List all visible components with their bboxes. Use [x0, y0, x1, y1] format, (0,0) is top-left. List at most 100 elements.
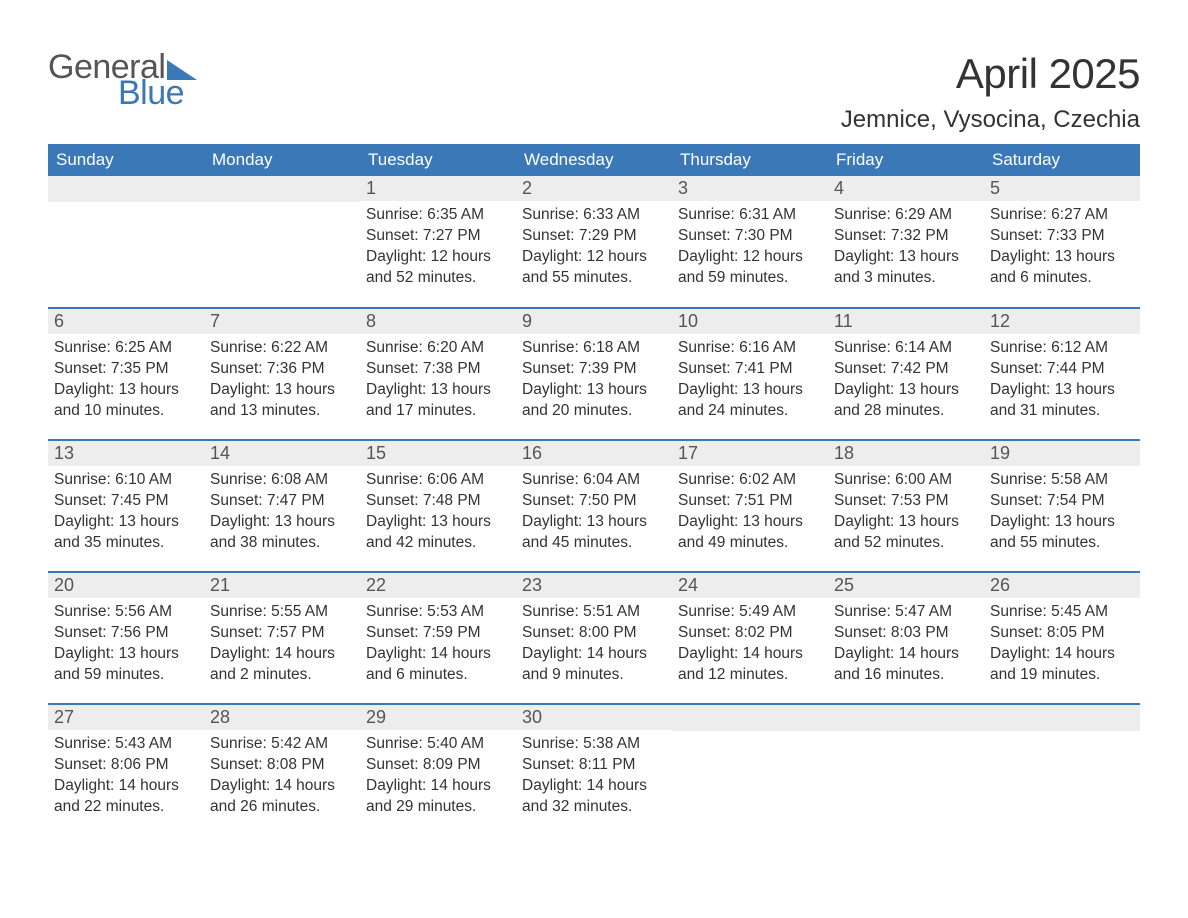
col-tuesday: Tuesday [360, 144, 516, 176]
sunrise-text: Sunrise: 5:53 AM [366, 602, 510, 623]
day-number: 9 [516, 309, 672, 334]
day-body: Sunrise: 5:40 AMSunset: 8:09 PMDaylight:… [360, 730, 516, 822]
day-cell [984, 704, 1140, 836]
daylight-text: Daylight: 13 hours and 52 minutes. [834, 512, 978, 554]
day-cell: 24Sunrise: 5:49 AMSunset: 8:02 PMDayligh… [672, 572, 828, 704]
day-number: 27 [48, 705, 204, 730]
sunrise-text: Sunrise: 6:35 AM [366, 205, 510, 226]
day-cell: 26Sunrise: 5:45 AMSunset: 8:05 PMDayligh… [984, 572, 1140, 704]
day-body: Sunrise: 5:49 AMSunset: 8:02 PMDaylight:… [672, 598, 828, 690]
day-cell: 23Sunrise: 5:51 AMSunset: 8:00 PMDayligh… [516, 572, 672, 704]
day-number: 13 [48, 441, 204, 466]
header: General Blue April 2025 Jemnice, Vysocin… [48, 50, 1140, 134]
daylight-text: Daylight: 14 hours and 2 minutes. [210, 644, 354, 686]
day-cell: 20Sunrise: 5:56 AMSunset: 7:56 PMDayligh… [48, 572, 204, 704]
sunset-text: Sunset: 8:00 PM [522, 623, 666, 644]
sunset-text: Sunset: 7:35 PM [54, 359, 198, 380]
daylight-text: Daylight: 13 hours and 35 minutes. [54, 512, 198, 554]
day-body: Sunrise: 6:29 AMSunset: 7:32 PMDaylight:… [828, 201, 984, 293]
day-body: Sunrise: 6:04 AMSunset: 7:50 PMDaylight:… [516, 466, 672, 558]
daylight-text: Daylight: 13 hours and 38 minutes. [210, 512, 354, 554]
sunrise-text: Sunrise: 6:08 AM [210, 470, 354, 491]
day-cell: 16Sunrise: 6:04 AMSunset: 7:50 PMDayligh… [516, 440, 672, 572]
sunrise-text: Sunrise: 6:02 AM [678, 470, 822, 491]
sunrise-text: Sunrise: 5:56 AM [54, 602, 198, 623]
daylight-text: Daylight: 13 hours and 49 minutes. [678, 512, 822, 554]
sunrise-text: Sunrise: 6:10 AM [54, 470, 198, 491]
calendar-table: Sunday Monday Tuesday Wednesday Thursday… [48, 144, 1140, 836]
day-body: Sunrise: 5:42 AMSunset: 8:08 PMDaylight:… [204, 730, 360, 822]
sunset-text: Sunset: 8:11 PM [522, 755, 666, 776]
day-number: 20 [48, 573, 204, 598]
day-number: 12 [984, 309, 1140, 334]
sunrise-text: Sunrise: 5:49 AM [678, 602, 822, 623]
day-number: 28 [204, 705, 360, 730]
week-row: 1Sunrise: 6:35 AMSunset: 7:27 PMDaylight… [48, 176, 1140, 308]
day-cell: 8Sunrise: 6:20 AMSunset: 7:38 PMDaylight… [360, 308, 516, 440]
day-number: 18 [828, 441, 984, 466]
sunset-text: Sunset: 7:47 PM [210, 491, 354, 512]
day-number: 8 [360, 309, 516, 334]
day-body: Sunrise: 6:08 AMSunset: 7:47 PMDaylight:… [204, 466, 360, 558]
sunrise-text: Sunrise: 6:27 AM [990, 205, 1134, 226]
sunset-text: Sunset: 7:39 PM [522, 359, 666, 380]
sunrise-text: Sunrise: 5:43 AM [54, 734, 198, 755]
sunrise-text: Sunrise: 6:31 AM [678, 205, 822, 226]
location: Jemnice, Vysocina, Czechia [841, 106, 1140, 134]
day-number: 2 [516, 176, 672, 201]
daylight-text: Daylight: 13 hours and 55 minutes. [990, 512, 1134, 554]
sunset-text: Sunset: 8:05 PM [990, 623, 1134, 644]
day-cell: 10Sunrise: 6:16 AMSunset: 7:41 PMDayligh… [672, 308, 828, 440]
sunrise-text: Sunrise: 5:42 AM [210, 734, 354, 755]
day-body: Sunrise: 6:06 AMSunset: 7:48 PMDaylight:… [360, 466, 516, 558]
day-body: Sunrise: 6:20 AMSunset: 7:38 PMDaylight:… [360, 334, 516, 426]
sunset-text: Sunset: 7:38 PM [366, 359, 510, 380]
day-cell [48, 176, 204, 308]
sunset-text: Sunset: 7:59 PM [366, 623, 510, 644]
day-number: 15 [360, 441, 516, 466]
day-number: 26 [984, 573, 1140, 598]
day-body: Sunrise: 6:27 AMSunset: 7:33 PMDaylight:… [984, 201, 1140, 293]
day-cell: 12Sunrise: 6:12 AMSunset: 7:44 PMDayligh… [984, 308, 1140, 440]
sunrise-text: Sunrise: 5:58 AM [990, 470, 1134, 491]
sunrise-text: Sunrise: 6:12 AM [990, 338, 1134, 359]
logo-text-blue: Blue [118, 76, 197, 110]
day-number: 1 [360, 176, 516, 201]
week-row: 27Sunrise: 5:43 AMSunset: 8:06 PMDayligh… [48, 704, 1140, 836]
daylight-text: Daylight: 14 hours and 26 minutes. [210, 776, 354, 818]
sunset-text: Sunset: 8:03 PM [834, 623, 978, 644]
sunrise-text: Sunrise: 5:47 AM [834, 602, 978, 623]
sunrise-text: Sunrise: 6:18 AM [522, 338, 666, 359]
day-number: 25 [828, 573, 984, 598]
sunset-text: Sunset: 7:42 PM [834, 359, 978, 380]
day-body: Sunrise: 6:18 AMSunset: 7:39 PMDaylight:… [516, 334, 672, 426]
day-cell: 7Sunrise: 6:22 AMSunset: 7:36 PMDaylight… [204, 308, 360, 440]
day-number: 6 [48, 309, 204, 334]
sunset-text: Sunset: 8:06 PM [54, 755, 198, 776]
day-body: Sunrise: 5:47 AMSunset: 8:03 PMDaylight:… [828, 598, 984, 690]
daylight-text: Daylight: 13 hours and 17 minutes. [366, 380, 510, 422]
daylight-text: Daylight: 14 hours and 22 minutes. [54, 776, 198, 818]
sunset-text: Sunset: 8:08 PM [210, 755, 354, 776]
day-body: Sunrise: 5:58 AMSunset: 7:54 PMDaylight:… [984, 466, 1140, 558]
day-cell: 30Sunrise: 5:38 AMSunset: 8:11 PMDayligh… [516, 704, 672, 836]
daylight-text: Daylight: 12 hours and 59 minutes. [678, 247, 822, 289]
day-number: 30 [516, 705, 672, 730]
day-body: Sunrise: 6:33 AMSunset: 7:29 PMDaylight:… [516, 201, 672, 293]
sunset-text: Sunset: 7:41 PM [678, 359, 822, 380]
day-body: Sunrise: 6:16 AMSunset: 7:41 PMDaylight:… [672, 334, 828, 426]
day-number: 17 [672, 441, 828, 466]
daylight-text: Daylight: 13 hours and 6 minutes. [990, 247, 1134, 289]
sunset-text: Sunset: 7:33 PM [990, 226, 1134, 247]
daylight-text: Daylight: 14 hours and 12 minutes. [678, 644, 822, 686]
daylight-text: Daylight: 13 hours and 24 minutes. [678, 380, 822, 422]
daylight-text: Daylight: 14 hours and 16 minutes. [834, 644, 978, 686]
sunrise-text: Sunrise: 6:00 AM [834, 470, 978, 491]
sunset-text: Sunset: 7:56 PM [54, 623, 198, 644]
sunrise-text: Sunrise: 6:25 AM [54, 338, 198, 359]
day-cell: 5Sunrise: 6:27 AMSunset: 7:33 PMDaylight… [984, 176, 1140, 308]
sunrise-text: Sunrise: 6:20 AM [366, 338, 510, 359]
day-body: Sunrise: 5:51 AMSunset: 8:00 PMDaylight:… [516, 598, 672, 690]
daylight-text: Daylight: 14 hours and 6 minutes. [366, 644, 510, 686]
daylight-text: Daylight: 13 hours and 42 minutes. [366, 512, 510, 554]
